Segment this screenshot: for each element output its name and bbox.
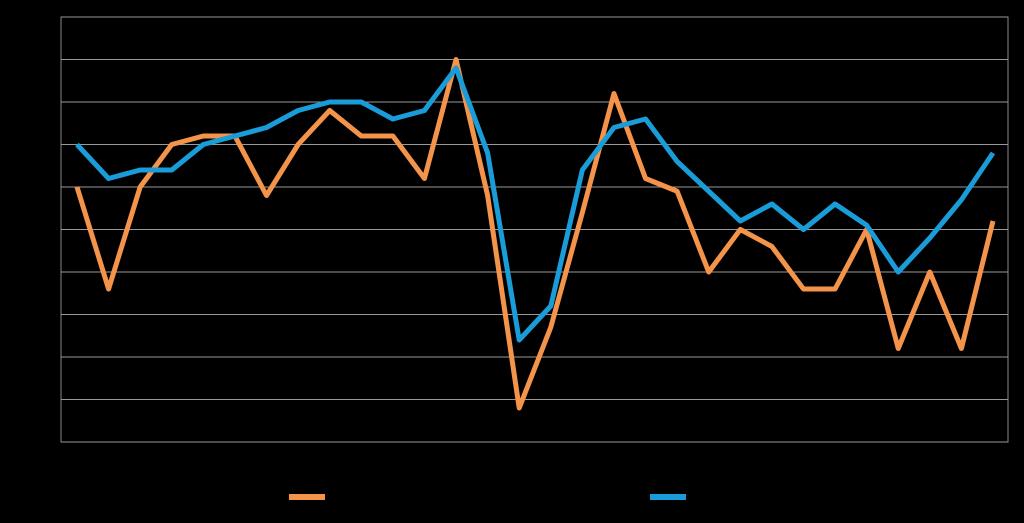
series-line	[75, 65, 996, 343]
